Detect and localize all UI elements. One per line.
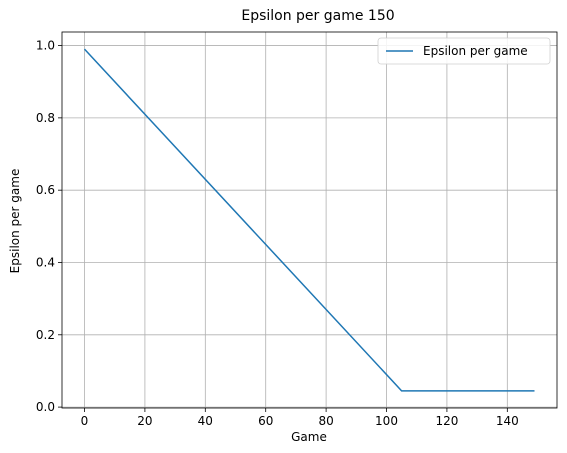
x-axis-label: Game <box>291 430 327 444</box>
series-line <box>83 48 535 392</box>
y-tick-label: 0.4 <box>36 255 55 269</box>
x-tick-label: 0 <box>81 414 89 428</box>
x-tick-label: 40 <box>198 414 213 428</box>
x-tick-label: 100 <box>375 414 398 428</box>
x-tick-label: 20 <box>137 414 152 428</box>
x-tick-label: 140 <box>496 414 519 428</box>
legend-label: Epsilon per game <box>423 44 528 58</box>
chart-title: Epsilon per game 150 <box>241 8 394 24</box>
axes: 0 20 40 60 80 100 120 140 0.0 0.2 0.4 0.6 0.8 1.0 <box>36 31 558 428</box>
x-tick-label: 80 <box>318 414 333 428</box>
plot-area <box>83 48 535 392</box>
y-tick-label: 0.6 <box>36 183 55 197</box>
x-tick-label: 120 <box>435 414 458 428</box>
y-tick-label: 0.8 <box>36 111 55 125</box>
y-tick-label: 1.0 <box>36 39 55 53</box>
plot-frame <box>61 31 558 409</box>
y-tick-label: 0.2 <box>36 328 55 342</box>
legend-box <box>377 37 551 65</box>
legend: Epsilon per game <box>377 37 551 65</box>
y-axis-label: Epsilon per game <box>8 169 22 274</box>
x-tick-label: 60 <box>258 414 273 428</box>
y-tick-label: 0.0 <box>36 400 55 414</box>
